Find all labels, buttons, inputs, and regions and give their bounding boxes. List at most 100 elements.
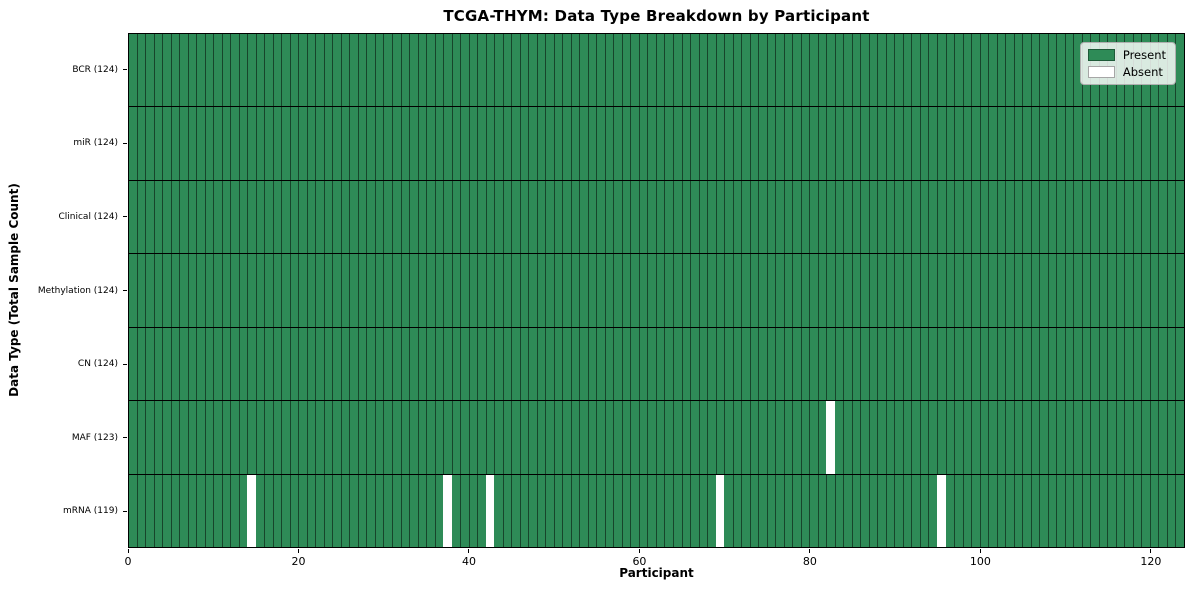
- heatmap-cell-present: [1124, 254, 1133, 327]
- heatmap-cell-present: [758, 180, 767, 254]
- heatmap-cell-present: [238, 401, 248, 474]
- heatmap-cell-present: [1073, 327, 1082, 401]
- heatmap-cell-present: [238, 34, 248, 107]
- heatmap-cell-present: [196, 401, 205, 474]
- heatmap-cell-present: [1064, 180, 1074, 254]
- heatmap-cell-present: [374, 180, 384, 254]
- heatmap-cell-present: [1158, 107, 1167, 180]
- heatmap-cell-present: [758, 254, 767, 327]
- heatmap-cell-present: [323, 474, 333, 547]
- heatmap-cell-present: [860, 401, 869, 474]
- heatmap-cell-present: [1175, 34, 1184, 107]
- heatmap-cell-present: [570, 34, 580, 107]
- heatmap-cell-present: [860, 34, 869, 107]
- heatmap-cell-present: [357, 34, 367, 107]
- heatmap-cell-present: [962, 180, 972, 254]
- heatmap-cell-present: [1073, 34, 1082, 107]
- heatmap-cell-present: [213, 34, 222, 107]
- heatmap-cell-present: [851, 180, 861, 254]
- y-tick-label: CN (124): [77, 358, 118, 369]
- heatmap-cell-present: [596, 401, 605, 474]
- heatmap-cell-present: [281, 401, 290, 474]
- heatmap-cell-present: [391, 327, 401, 401]
- heatmap-cell-present: [673, 180, 682, 254]
- heatmap-cell-present: [860, 327, 869, 401]
- heatmap-cell-present: [545, 401, 554, 474]
- heatmap-cell-present: [579, 474, 588, 547]
- heatmap-cell-present: [1090, 180, 1099, 254]
- heatmap-cell-present: [519, 34, 529, 107]
- heatmap-cell-present: [1073, 401, 1082, 474]
- heatmap-cell-present: [213, 107, 222, 180]
- x-tick-mark: [979, 549, 981, 553]
- y-tick-label: BCR (124): [72, 64, 118, 75]
- heatmap-cell-present: [1005, 474, 1014, 547]
- heatmap-cell-present: [885, 401, 895, 474]
- heatmap-cell-present: [707, 401, 716, 474]
- heatmap-cell-present: [775, 107, 784, 180]
- heatmap-cell-present: [732, 180, 742, 254]
- heatmap-cell-present: [894, 34, 903, 107]
- heatmap-cell-present: [698, 327, 708, 401]
- heatmap-cell-present: [298, 254, 307, 327]
- heatmap-cell-present: [971, 34, 980, 107]
- heatmap-cell-present: [1039, 107, 1048, 180]
- chart-title: TCGA-THYM: Data Type Breakdown by Partic…: [443, 7, 870, 25]
- heatmap-cell-present: [647, 474, 656, 547]
- heatmap-cell-present: [179, 401, 188, 474]
- heatmap-cell-present: [179, 327, 188, 401]
- heatmap-cell-present: [519, 401, 529, 474]
- heatmap-cell-present: [315, 401, 324, 474]
- heatmap-cell-present: [1141, 254, 1150, 327]
- heatmap-cell-present: [621, 474, 631, 547]
- heatmap-cell-present: [1158, 474, 1167, 547]
- heatmap-cell-present: [885, 180, 895, 254]
- heatmap-cell-present: [962, 34, 972, 107]
- heatmap-cell-present: [426, 327, 435, 401]
- heatmap-cell-present: [587, 34, 597, 107]
- heatmap-cell-present: [1149, 180, 1159, 254]
- heatmap-cell-present: [332, 401, 341, 474]
- heatmap-cell-present: [136, 107, 146, 180]
- heatmap-cell-present: [1005, 107, 1014, 180]
- heatmap-cell-present: [817, 254, 827, 327]
- heatmap-cell-present: [1107, 180, 1116, 254]
- heatmap-cell-present: [902, 474, 912, 547]
- heatmap-cell-present: [153, 254, 163, 327]
- heatmap-cell-present: [843, 401, 852, 474]
- heatmap-cell-present: [817, 327, 827, 401]
- heatmap-cell-present: [707, 107, 716, 180]
- heatmap-cell-present: [971, 474, 980, 547]
- heatmap-cell-present: [485, 107, 495, 180]
- heatmap-cell-present: [562, 401, 571, 474]
- heatmap-cell-present: [179, 180, 188, 254]
- heatmap-cell-present: [545, 180, 554, 254]
- heatmap-cell-present: [409, 474, 418, 547]
- heatmap-cell-present: [1090, 327, 1099, 401]
- heatmap-cell-present: [749, 327, 759, 401]
- heatmap-cell-present: [587, 107, 597, 180]
- plot-area: Present Absent: [128, 33, 1185, 548]
- heatmap-cell-present: [638, 254, 648, 327]
- heatmap-cell-present: [732, 34, 742, 107]
- heatmap-cell-present: [877, 34, 886, 107]
- heatmap-cell-present: [129, 180, 137, 254]
- heatmap-cell-present: [775, 34, 784, 107]
- heatmap-cell-present: [1056, 327, 1065, 401]
- heatmap-cell-present: [323, 327, 333, 401]
- heatmap-cell-present: [971, 327, 980, 401]
- heatmap-cell-present: [357, 327, 367, 401]
- absent-swatch-icon: [1087, 66, 1115, 78]
- heatmap-cell-present: [409, 107, 418, 180]
- heatmap-cell-present: [553, 254, 563, 327]
- heatmap-cell-present: [315, 474, 324, 547]
- heatmap-cell-present: [170, 107, 180, 180]
- heatmap-cell-present: [340, 34, 350, 107]
- y-tick-label: Methylation (124): [37, 285, 118, 296]
- heatmap-cell-present: [988, 180, 997, 254]
- x-tick-mark: [638, 549, 640, 553]
- heatmap-cell-present: [962, 474, 972, 547]
- heatmap-cell-present: [460, 107, 469, 180]
- heatmap-cell-present: [306, 474, 316, 547]
- heatmap-cell-present: [655, 180, 665, 254]
